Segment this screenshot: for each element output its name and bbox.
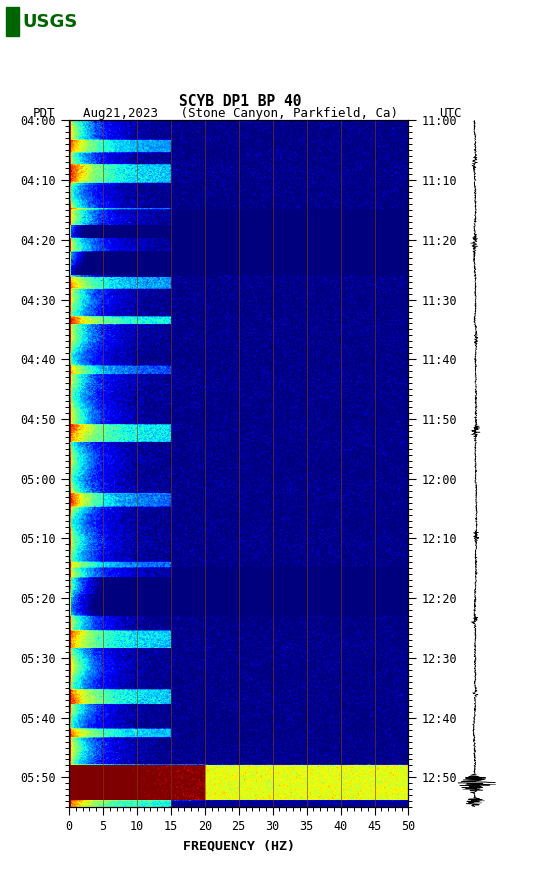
Bar bbox=[6, 7, 19, 36]
X-axis label: FREQUENCY (HZ): FREQUENCY (HZ) bbox=[183, 839, 295, 852]
Text: USGS: USGS bbox=[22, 13, 77, 31]
Text: SCYB DP1 BP 40: SCYB DP1 BP 40 bbox=[179, 94, 301, 109]
Text: PDT: PDT bbox=[33, 107, 56, 120]
Text: UTC: UTC bbox=[439, 107, 461, 120]
Text: Aug21,2023   (Stone Canyon, Parkfield, Ca): Aug21,2023 (Stone Canyon, Parkfield, Ca) bbox=[83, 107, 397, 120]
